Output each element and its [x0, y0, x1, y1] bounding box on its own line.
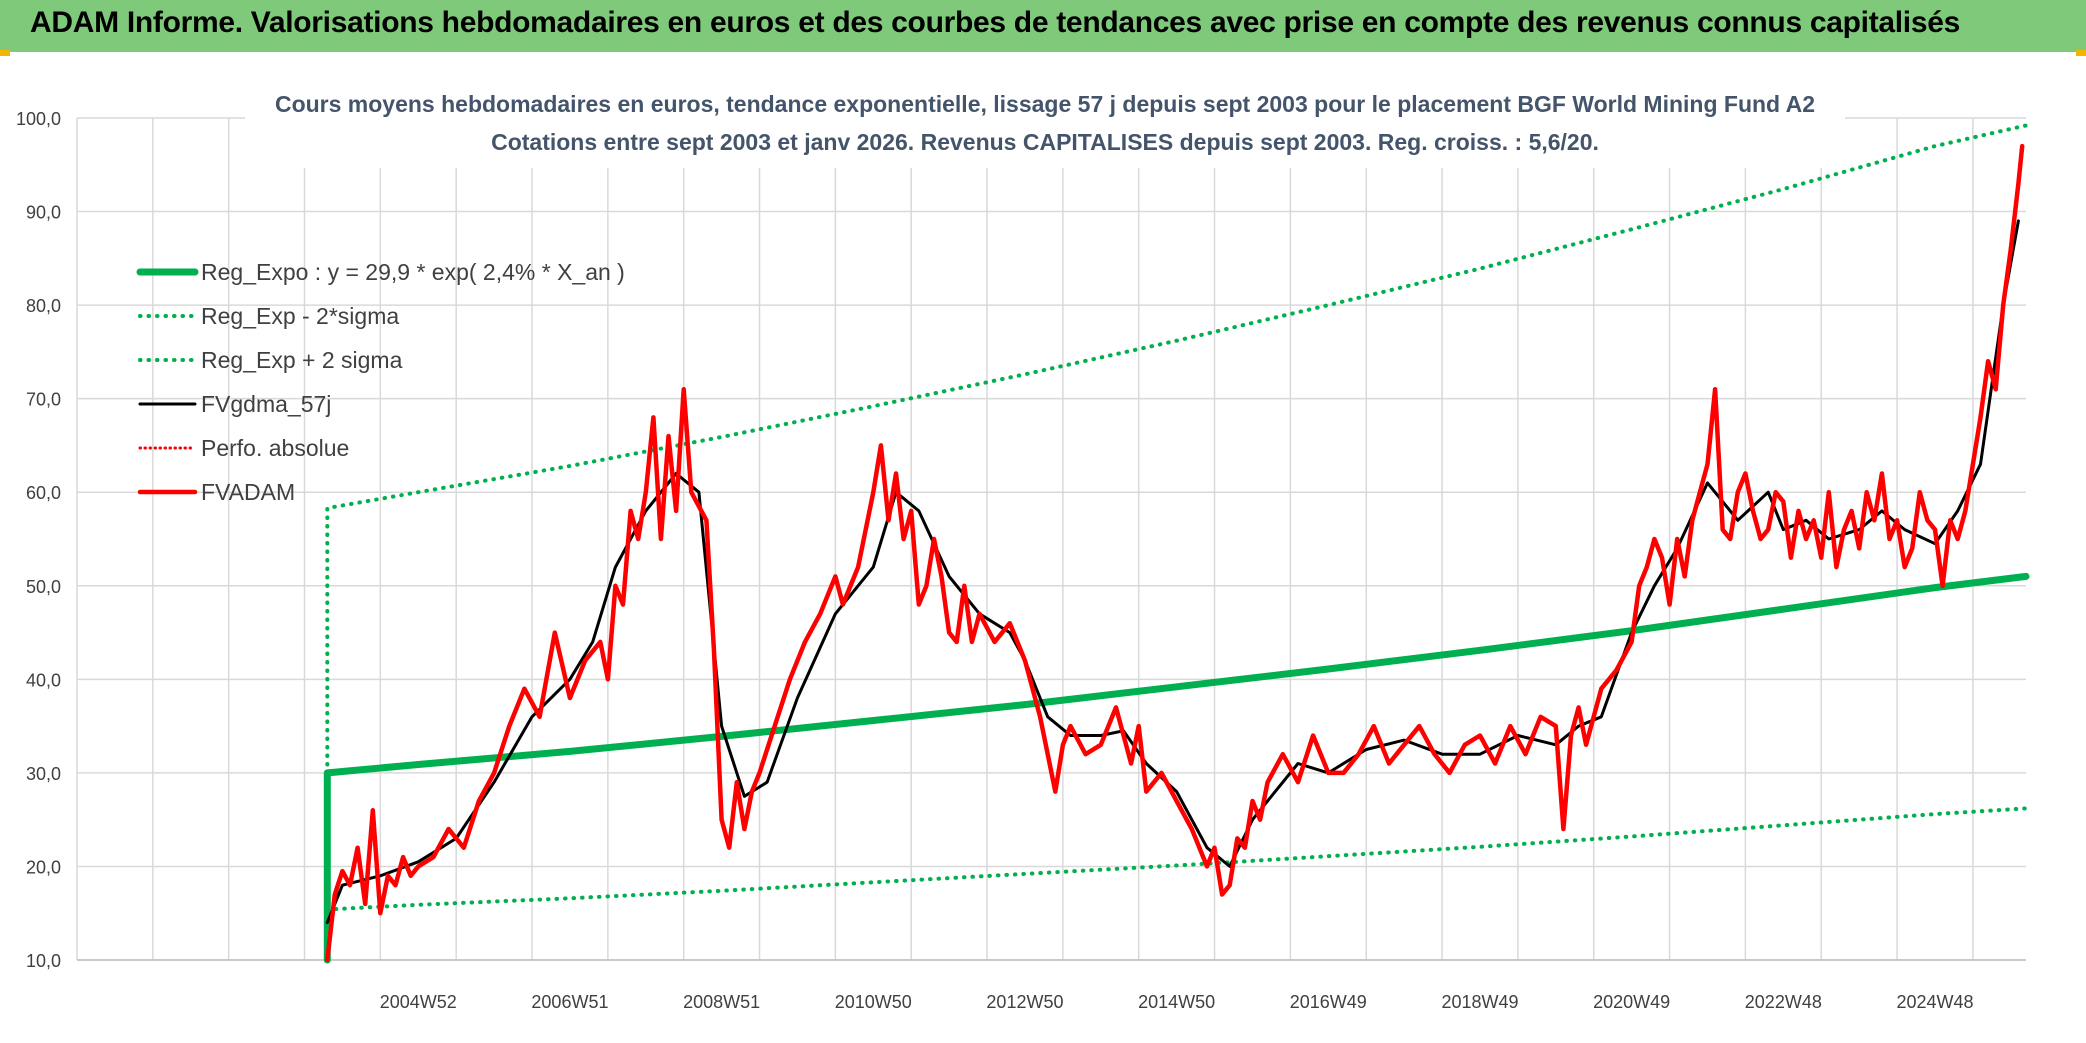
chart-title: Cours moyens hebdomadaires en euros, ten… — [275, 91, 1815, 117]
x-tick-label: 2014W50 — [1138, 992, 1215, 1012]
line-chart: 10,0 20,0 30,0 40,0 50,0 60,0 70,0 80,0 90,0 100,… — [16, 82, 2030, 1012]
y-tick-label: 90,0 — [26, 203, 61, 223]
chart-container: 10,0 20,0 30,0 40,0 50,0 60,0 70,0 80,0 90,0 100,… — [0, 52, 2086, 1038]
report-banner: ADAM Informe. Valorisations hebdomadaire… — [0, 0, 2086, 52]
series-group — [323, 123, 2030, 964]
y-tick-label: 50,0 — [26, 577, 61, 597]
corner-mark-left — [0, 50, 10, 56]
x-tick-label: 2018W49 — [1441, 992, 1518, 1012]
legend-label: Perfo. absolue — [201, 435, 349, 461]
x-tick-label: 2010W50 — [835, 992, 912, 1012]
series-line-3 — [325, 219, 2020, 925]
series-line-0 — [323, 572, 2030, 964]
y-axis: 10,0 20,0 30,0 40,0 50,0 60,0 70,0 80,0 90,0 100,… — [16, 109, 61, 971]
x-tick-label: 2004W52 — [380, 992, 457, 1012]
x-tick-label: 2008W51 — [683, 992, 760, 1012]
legend-label: Reg_Exp + 2 sigma — [201, 347, 403, 373]
x-tick-label: 2024W48 — [1896, 992, 1973, 1012]
y-tick-label: 30,0 — [26, 764, 61, 784]
y-tick-label: 40,0 — [26, 670, 61, 690]
x-tick-label: 2012W50 — [986, 992, 1063, 1012]
y-tick-label: 60,0 — [26, 483, 61, 503]
y-tick-label: 20,0 — [26, 857, 61, 877]
y-tick-label: 10,0 — [26, 951, 61, 971]
series-line-2 — [325, 123, 2028, 962]
series-line-1 — [325, 806, 2028, 912]
y-tick-label: 100,0 — [16, 109, 61, 129]
title-background — [245, 82, 1845, 168]
x-axis: 2004W52 2006W51 2008W51 2010W50 2012W50 2014W… — [77, 959, 2026, 1012]
x-tick-label: 2016W49 — [1290, 992, 1367, 1012]
x-tick-label: 2020W49 — [1593, 992, 1670, 1012]
series-line-5 — [325, 143, 2025, 963]
legend-label: FVgdma_57j — [201, 391, 331, 417]
legend-label: Reg_Exp - 2*sigma — [201, 303, 399, 329]
report-title: ADAM Informe. Valorisations hebdomadaire… — [30, 6, 1961, 39]
legend-label: FVADAM — [201, 479, 295, 505]
x-tick-label: 2022W48 — [1745, 992, 1822, 1012]
x-tick-label: 2006W51 — [531, 992, 608, 1012]
legend: Reg_Expo : y = 29,9 * exp( 2,4% * X_an )… — [136, 259, 625, 505]
legend-label: Reg_Expo : y = 29,9 * exp( 2,4% * X_an ) — [201, 259, 625, 285]
chart-subtitle: Cotations entre sept 2003 et janv 2026. … — [491, 129, 1599, 155]
y-tick-label: 70,0 — [26, 390, 61, 410]
y-tick-label: 80,0 — [26, 296, 61, 316]
corner-mark-right — [2076, 50, 2086, 56]
